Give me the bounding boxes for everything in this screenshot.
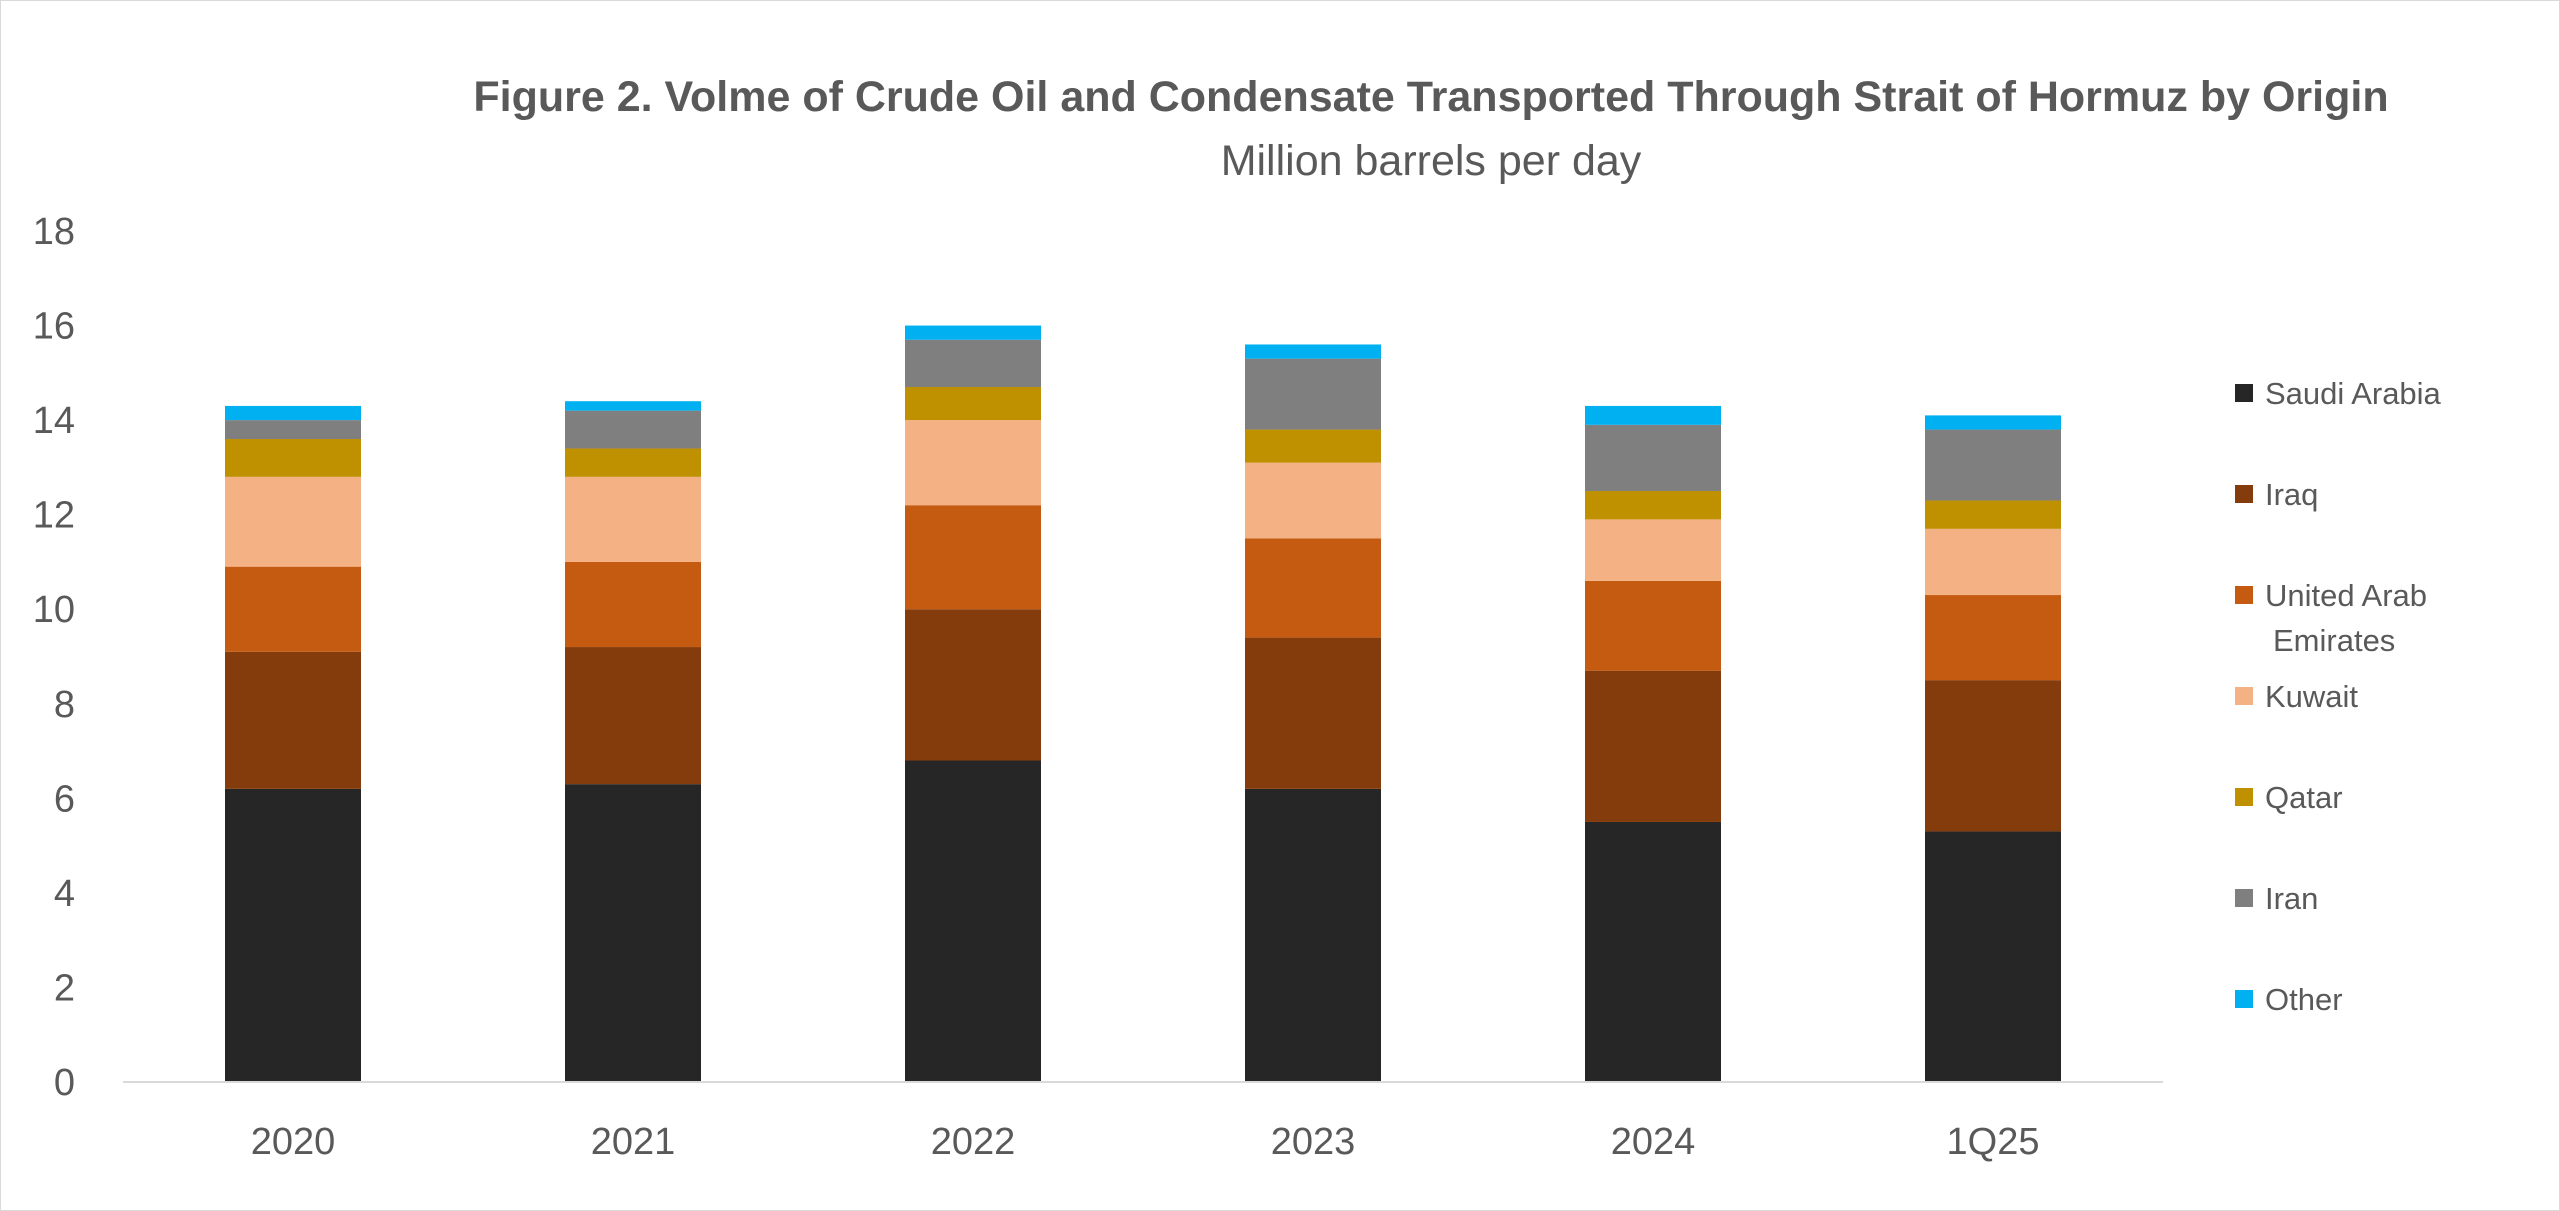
y-tick-label: 18 xyxy=(33,211,75,253)
legend-label: United Arab Emirates xyxy=(2265,578,2427,658)
bar-segment-other xyxy=(565,401,701,411)
x-tick-label: 2023 xyxy=(1271,1121,1356,1163)
x-tick-label: 2022 xyxy=(931,1121,1016,1163)
legend-item-iraq: Iraq xyxy=(2235,477,2318,512)
bar-segment-iran xyxy=(565,410,701,449)
y-tick-label: 2 xyxy=(54,967,75,1009)
bar-segment-kuwait xyxy=(565,476,701,562)
y-tick-label: 8 xyxy=(54,684,75,726)
bar-segment-iraq xyxy=(1925,680,2061,832)
bar-segment-other xyxy=(905,325,1041,340)
bar-stacks xyxy=(225,325,2061,1082)
x-tick-label: 2021 xyxy=(591,1121,676,1163)
bar-segment-united-arab-emirates xyxy=(1585,580,1721,671)
legend-swatch xyxy=(2235,384,2253,402)
bar-segment-qatar xyxy=(905,387,1041,421)
y-tick-label: 12 xyxy=(33,495,75,537)
bar-segment-united-arab-emirates xyxy=(225,566,361,652)
bar-segment-iraq xyxy=(565,647,701,785)
bar-segment-saudi-arabia xyxy=(1585,821,1721,1082)
legend-swatch xyxy=(2235,788,2253,806)
bar-segment-iran xyxy=(1585,424,1721,492)
y-tick-label: 14 xyxy=(33,400,75,442)
bar-segment-qatar xyxy=(225,439,361,477)
legend-item-iran: Iran xyxy=(2235,881,2318,916)
y-tick-label: 10 xyxy=(33,589,75,631)
bar-segment-kuwait xyxy=(1925,528,2061,596)
bar-segment-qatar xyxy=(1245,429,1381,463)
bar-segment-saudi-arabia xyxy=(905,760,1041,1082)
bar-segment-saudi-arabia xyxy=(1245,788,1381,1082)
bar-segment-iraq xyxy=(1245,637,1381,789)
bar-segment-kuwait xyxy=(1245,462,1381,539)
bar-segment-other xyxy=(1245,344,1381,359)
legend-item-saudi-arabia: Saudi Arabia xyxy=(2235,376,2442,411)
bar-segment-iraq xyxy=(1585,670,1721,822)
x-tick-label: 2024 xyxy=(1611,1121,1696,1163)
y-axis-ticks: 0 2 4 6 8 10 12 14 16 18 xyxy=(33,211,75,1104)
legend-item-united-arab-emirates: United Arab Emirates xyxy=(2235,578,2427,658)
bar-stack-1Q25 xyxy=(1925,415,2061,1082)
bar-segment-united-arab-emirates xyxy=(905,505,1041,610)
legend-label: Other xyxy=(2265,982,2343,1017)
legend-label: Qatar xyxy=(2265,780,2343,815)
bar-segment-iran xyxy=(905,339,1041,388)
bar-stack-2021 xyxy=(565,401,701,1082)
bar-stack-2020 xyxy=(225,405,361,1082)
legend-swatch xyxy=(2235,687,2253,705)
bar-segment-iraq xyxy=(905,609,1041,761)
legend-label: Kuwait xyxy=(2265,679,2358,714)
bar-segment-iran xyxy=(225,420,361,440)
bar-segment-kuwait xyxy=(225,476,361,567)
bar-segment-qatar xyxy=(1585,491,1721,520)
legend-label: Iraq xyxy=(2265,477,2318,512)
bar-segment-saudi-arabia xyxy=(1925,831,2061,1082)
legend-item-other: Other xyxy=(2235,982,2343,1017)
bar-segment-saudi-arabia xyxy=(225,788,361,1082)
bar-segment-qatar xyxy=(1925,500,2061,529)
bar-stack-2022 xyxy=(905,325,1041,1082)
bar-segment-iran xyxy=(1245,358,1381,430)
legend-item-kuwait: Kuwait xyxy=(2235,679,2358,714)
bar-segment-kuwait xyxy=(1585,519,1721,581)
legend-label: Iran xyxy=(2265,881,2318,916)
bar-stack-2023 xyxy=(1245,344,1381,1082)
y-tick-label: 6 xyxy=(54,778,75,820)
bar-segment-other xyxy=(225,405,361,421)
bar-segment-other xyxy=(1925,415,2061,430)
legend: Saudi Arabia Iraq United Arab Emirates Kuwai… xyxy=(2235,376,2442,1017)
x-tick-label: 1Q25 xyxy=(1947,1121,2040,1163)
chart-subtitle: Million barrels per day xyxy=(1220,137,1642,185)
y-tick-label: 16 xyxy=(33,306,75,348)
y-tick-label: 0 xyxy=(54,1062,75,1104)
y-tick-label: 4 xyxy=(54,873,75,915)
bar-segment-united-arab-emirates xyxy=(565,561,701,648)
bar-segment-saudi-arabia xyxy=(565,784,701,1082)
legend-swatch xyxy=(2235,485,2253,503)
bar-segment-iran xyxy=(1925,429,2061,501)
x-axis-ticks: 2020 2021 2022 2023 2024 1Q25 xyxy=(251,1121,2040,1163)
legend-swatch xyxy=(2235,889,2253,907)
legend-label: Saudi Arabia xyxy=(2265,376,2442,411)
legend-swatch xyxy=(2235,586,2253,604)
bar-segment-kuwait xyxy=(905,420,1041,506)
bar-segment-united-arab-emirates xyxy=(1245,538,1381,638)
x-tick-label: 2020 xyxy=(251,1121,336,1163)
legend-item-qatar: Qatar xyxy=(2235,780,2343,815)
bar-segment-iraq xyxy=(225,651,361,789)
bar-segment-united-arab-emirates xyxy=(1925,595,2061,681)
bar-stack-2024 xyxy=(1585,405,1721,1082)
bar-segment-other xyxy=(1585,405,1721,425)
bar-segment-qatar xyxy=(565,448,701,477)
legend-swatch xyxy=(2235,990,2253,1008)
chart-title: Figure 2. Volme of Crude Oil and Condens… xyxy=(473,73,2389,121)
